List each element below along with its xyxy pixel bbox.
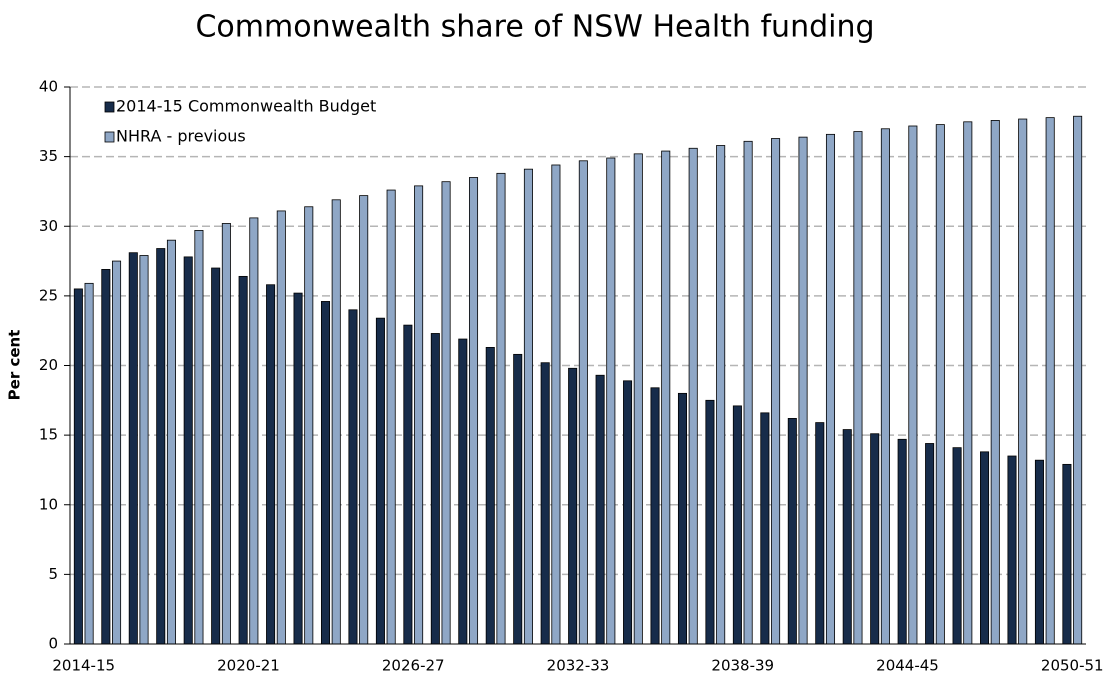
bar	[623, 380, 633, 645]
bar	[430, 333, 440, 645]
bar	[1034, 459, 1044, 645]
bar	[551, 164, 561, 645]
y-tick-label: 15	[39, 426, 58, 444]
bar	[787, 418, 797, 645]
bar	[853, 131, 863, 645]
bar	[815, 422, 825, 645]
bar	[403, 324, 413, 645]
bar	[221, 223, 231, 645]
bar	[1018, 118, 1028, 645]
bar	[112, 260, 122, 645]
bar	[980, 451, 990, 645]
bar	[238, 275, 248, 645]
bar	[677, 392, 688, 645]
y-tick-label: 5	[48, 565, 58, 583]
x-tick-label: 2020-21	[217, 657, 280, 675]
x-tick-label: 2050-51	[1041, 657, 1104, 675]
bar	[825, 133, 836, 645]
bar	[139, 255, 149, 645]
bar	[101, 269, 111, 645]
bar	[1007, 455, 1017, 645]
legend-swatch	[104, 131, 115, 143]
bar	[320, 301, 331, 645]
bar	[375, 317, 385, 645]
bar	[523, 168, 533, 645]
bar	[568, 367, 578, 645]
bar	[688, 147, 698, 645]
y-tick-label: 10	[39, 495, 58, 513]
bar	[798, 136, 808, 645]
x-tick-label: 2038-39	[711, 657, 774, 675]
x-tick-label: 2044-45	[876, 657, 939, 675]
x-tick-label: 2026-27	[382, 657, 445, 675]
bar	[485, 346, 495, 645]
bar	[760, 412, 770, 645]
y-tick-label: 20	[39, 356, 58, 374]
bar	[293, 292, 303, 645]
x-tick-label: 2014-15	[52, 657, 115, 675]
bar	[441, 181, 451, 645]
y-tick-label: 35	[39, 147, 58, 165]
bar	[540, 362, 550, 645]
bar	[156, 248, 166, 645]
bar	[468, 177, 479, 645]
bar	[194, 230, 204, 645]
bar	[249, 217, 259, 645]
bar	[1045, 117, 1055, 645]
bar	[661, 150, 671, 645]
bar	[513, 353, 523, 645]
y-tick-label: 25	[39, 286, 58, 304]
x-tick-label: 2032-33	[547, 657, 610, 675]
bar	[266, 284, 276, 645]
bar	[897, 438, 907, 645]
bar	[705, 399, 715, 645]
bar	[771, 138, 781, 645]
bar	[633, 153, 643, 645]
bar	[870, 433, 880, 645]
bar	[496, 172, 506, 645]
legend-swatch	[104, 101, 115, 113]
bar	[650, 387, 660, 645]
bar	[578, 160, 588, 645]
bar	[348, 309, 358, 645]
bar	[359, 195, 369, 645]
legend-label: NHRA - previous	[116, 127, 246, 146]
y-tick-label: 30	[39, 217, 58, 235]
bar	[128, 252, 138, 645]
bar	[166, 239, 176, 645]
bar	[732, 405, 742, 645]
chart-title: Commonwealth share of NSW Health funding	[195, 10, 874, 45]
bar	[84, 282, 94, 645]
legend-label: 2014-15 Commonwealth Budget	[116, 97, 376, 116]
bar	[183, 256, 193, 645]
bar	[276, 210, 286, 645]
bar	[842, 429, 852, 645]
bar	[963, 121, 973, 645]
bar	[908, 125, 918, 645]
bar	[990, 120, 1000, 645]
y-tick-label: 40	[39, 78, 58, 96]
bar	[952, 447, 962, 645]
bar	[716, 145, 726, 645]
bar	[331, 199, 341, 645]
y-axis-label: Per cent	[6, 330, 24, 401]
bar	[458, 338, 468, 645]
bar	[304, 206, 314, 645]
bar	[1062, 463, 1072, 645]
bar	[935, 124, 945, 645]
y-tick-label: 0	[48, 635, 58, 653]
bar	[880, 128, 890, 645]
bar	[743, 140, 753, 645]
bar	[211, 267, 221, 645]
bar	[925, 443, 935, 645]
bar	[386, 189, 396, 645]
bar	[595, 374, 605, 645]
bar	[414, 185, 424, 645]
bar	[1073, 115, 1083, 645]
bar	[73, 288, 83, 645]
bar	[606, 157, 616, 645]
